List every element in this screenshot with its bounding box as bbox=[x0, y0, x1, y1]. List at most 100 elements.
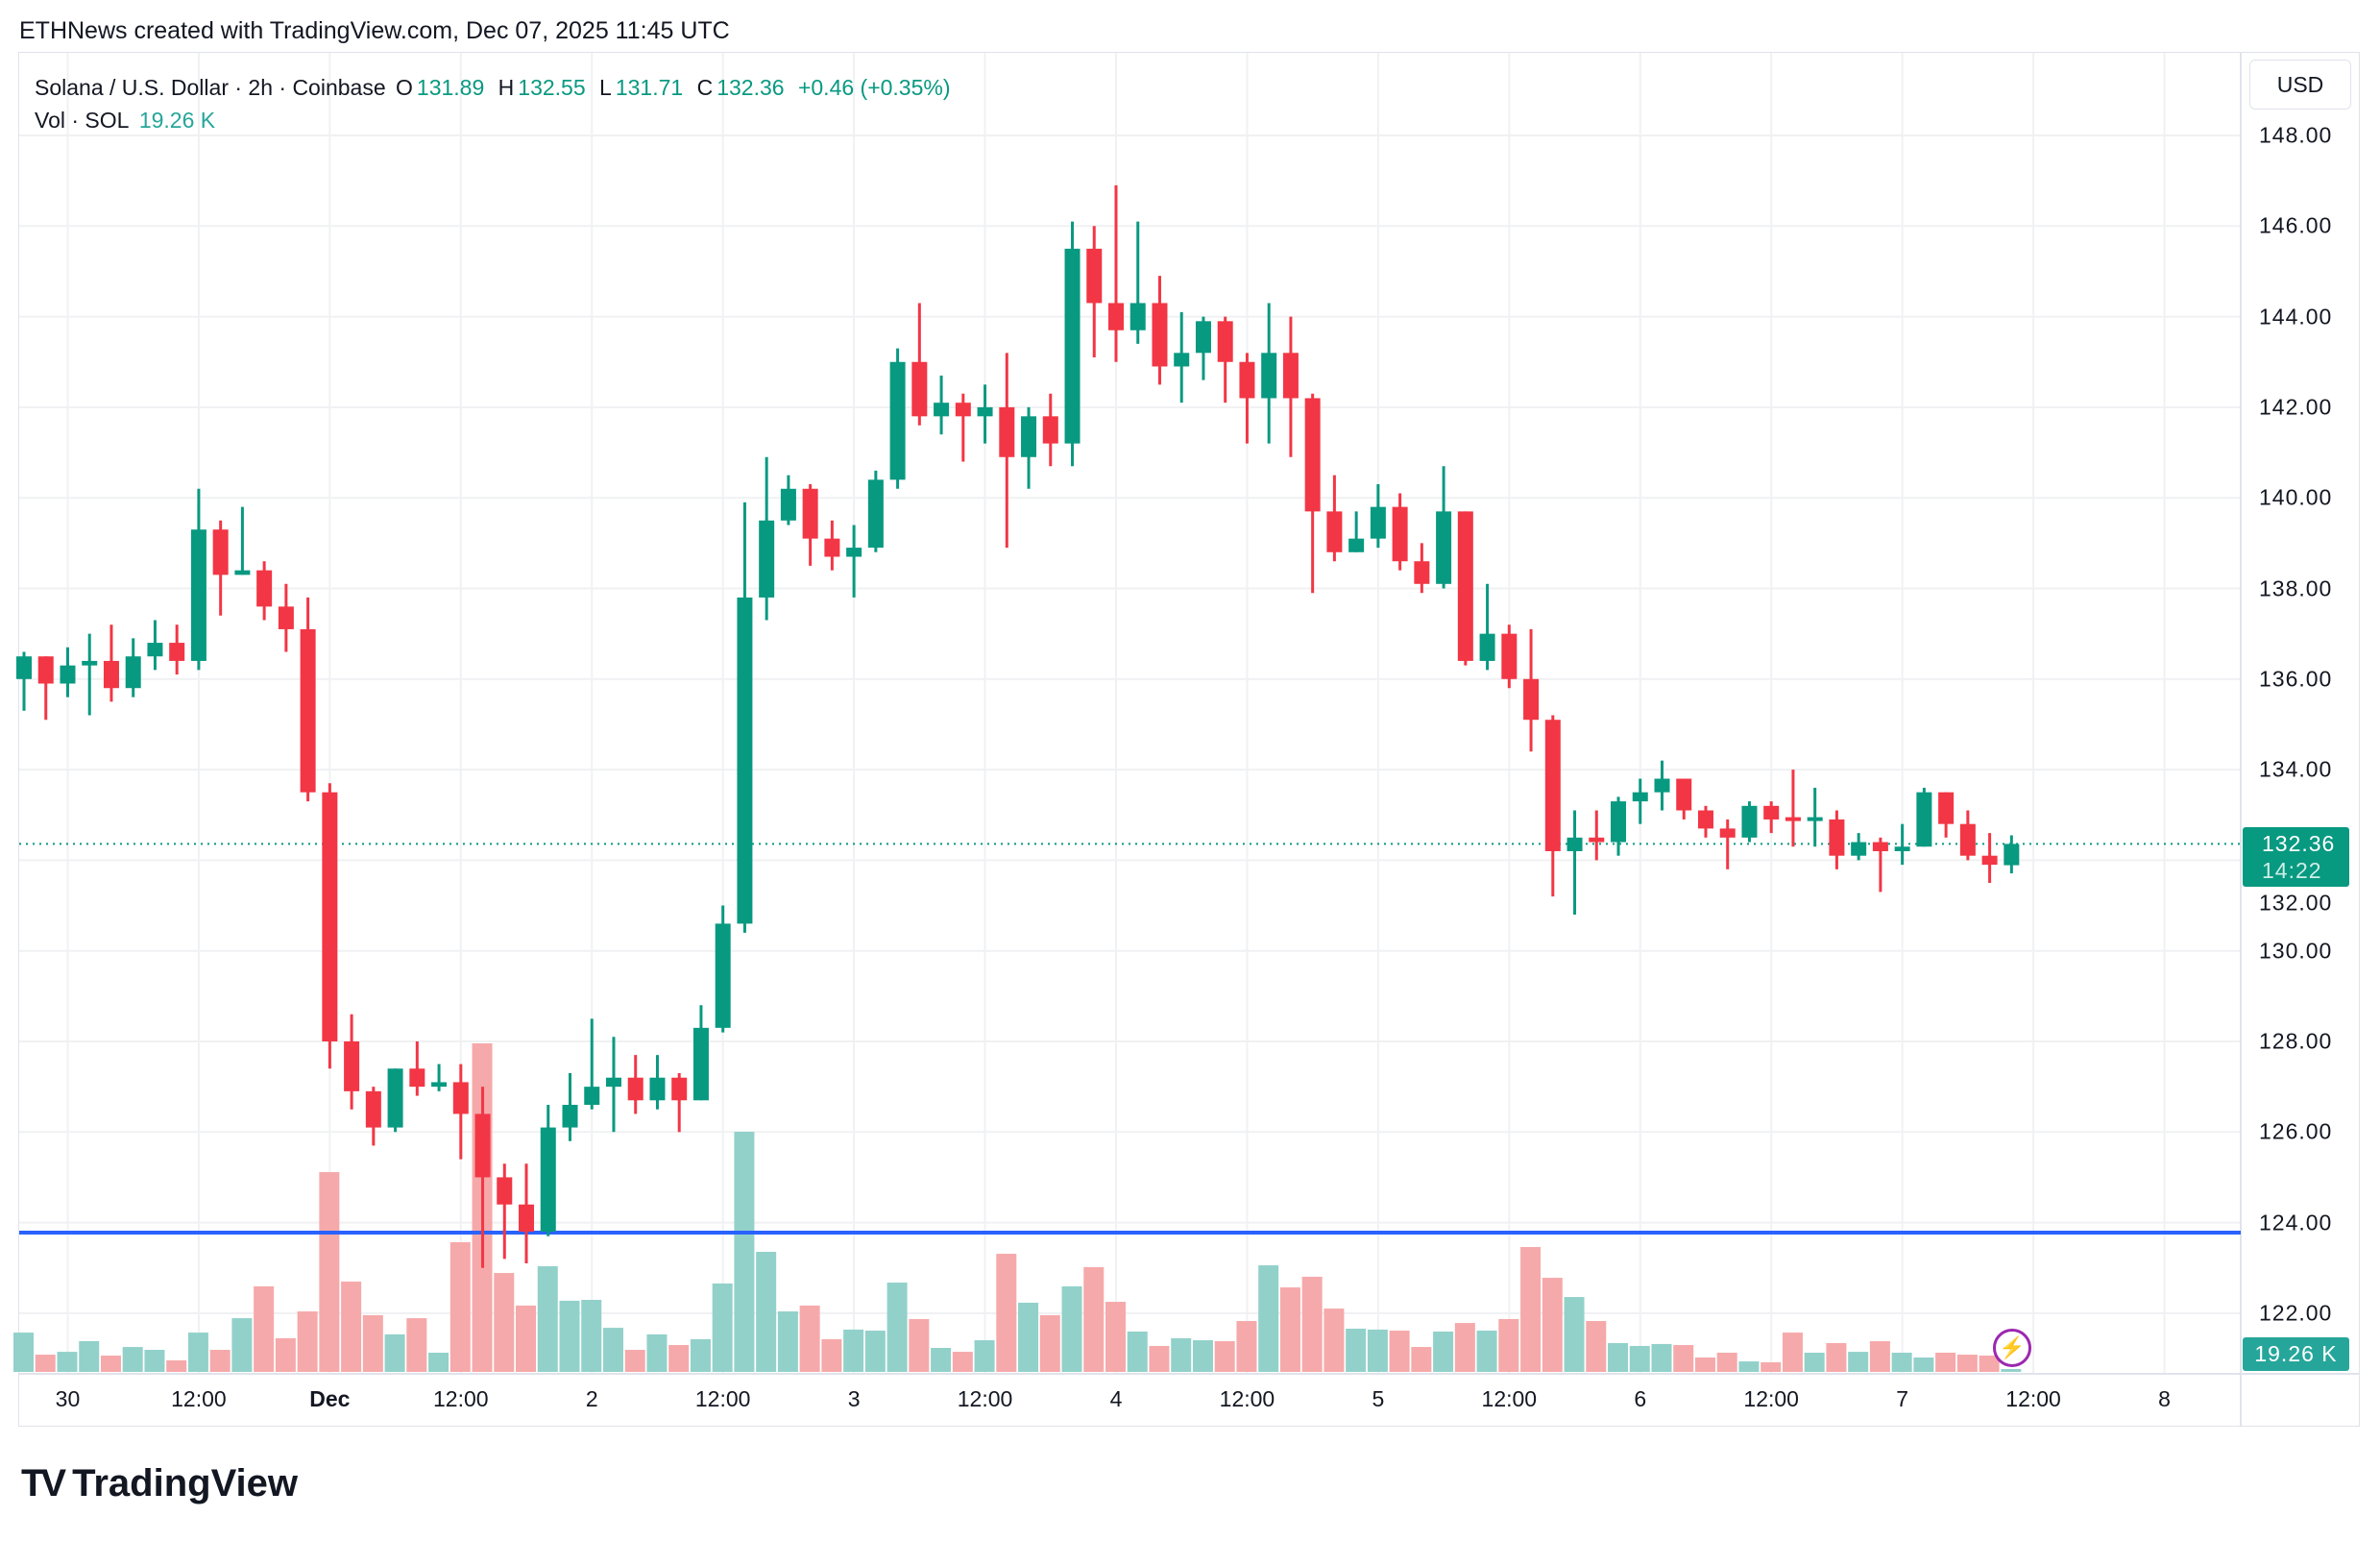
candle-up bbox=[846, 548, 862, 557]
volume-bar bbox=[1716, 1353, 1737, 1372]
time-tick-label: 12:00 bbox=[2005, 1386, 2061, 1411]
volume-bar bbox=[931, 1348, 952, 1372]
tradingview-logo-icon: TV bbox=[21, 1462, 66, 1504]
candle-up bbox=[82, 660, 98, 666]
current-price-label: 132.36 14:22 bbox=[2243, 827, 2349, 887]
price-tick-label: 130.00 bbox=[2259, 938, 2333, 964]
volume-bar bbox=[1083, 1266, 1105, 1372]
candle-up bbox=[540, 1127, 556, 1233]
candle-down bbox=[1589, 837, 1605, 843]
volume-bar bbox=[1629, 1345, 1650, 1372]
price-tick-label: 136.00 bbox=[2259, 666, 2333, 692]
candle-down bbox=[344, 1041, 360, 1091]
volume-bar bbox=[254, 1285, 275, 1372]
candle-up bbox=[234, 570, 251, 575]
volume-bar bbox=[1913, 1358, 1934, 1372]
volume-bar bbox=[1782, 1333, 1803, 1372]
volume-bar bbox=[79, 1340, 100, 1372]
open-value: 131.89 bbox=[416, 75, 485, 100]
candle-down bbox=[300, 628, 316, 793]
candle-up bbox=[1611, 801, 1627, 843]
candle-up bbox=[1174, 353, 1190, 367]
volume-bar bbox=[275, 1338, 296, 1372]
candle-up bbox=[60, 665, 76, 684]
volume-bar bbox=[952, 1352, 973, 1372]
candle-up bbox=[759, 520, 775, 598]
time-tick-label: 12:00 bbox=[1481, 1386, 1538, 1411]
candle-down bbox=[1785, 817, 1801, 821]
candle-up bbox=[16, 656, 32, 679]
volume-bar bbox=[187, 1333, 208, 1372]
volume-bar bbox=[341, 1281, 362, 1372]
volume-bar bbox=[1935, 1353, 1956, 1372]
price-tick-label: 138.00 bbox=[2259, 575, 2333, 600]
chart-credit: ETHNews created with TradingView.com, De… bbox=[19, 17, 730, 44]
candle-down bbox=[212, 529, 229, 575]
volume-bar bbox=[559, 1300, 580, 1372]
volume-bar bbox=[1105, 1302, 1126, 1372]
volume-bar bbox=[1236, 1321, 1257, 1372]
volume-bar bbox=[756, 1252, 777, 1372]
volume-bar bbox=[1258, 1265, 1279, 1372]
volume-bar bbox=[646, 1333, 668, 1372]
volume-bar bbox=[581, 1300, 602, 1372]
time-tick-label: 7 bbox=[1896, 1386, 1909, 1411]
time-tick-label: 4 bbox=[1109, 1386, 1123, 1411]
volume-bar bbox=[144, 1350, 165, 1372]
volume-bar bbox=[734, 1132, 755, 1372]
volume-bar bbox=[1761, 1362, 1782, 1372]
candle-down bbox=[802, 488, 818, 539]
volume-bar bbox=[516, 1305, 537, 1372]
volume-bar bbox=[362, 1314, 383, 1372]
candle-down bbox=[322, 792, 338, 1041]
candle-down bbox=[824, 538, 840, 557]
candle-up bbox=[584, 1087, 600, 1106]
volume-label[interactable]: Vol · SOL bbox=[35, 108, 130, 133]
volume-bar bbox=[1279, 1287, 1300, 1372]
candle-up bbox=[1632, 792, 1648, 802]
candle-up bbox=[889, 361, 906, 480]
price-tick-label: 126.00 bbox=[2259, 1118, 2333, 1144]
volume-bar bbox=[1891, 1353, 1912, 1372]
candle-down bbox=[1217, 321, 1233, 362]
volume-bar bbox=[1869, 1340, 1890, 1372]
candle-down bbox=[1152, 303, 1168, 367]
currency-button[interactable]: USD bbox=[2249, 60, 2351, 110]
candle-down bbox=[627, 1077, 644, 1101]
volume-bar bbox=[1979, 1355, 2000, 1372]
candle-up bbox=[1064, 248, 1081, 444]
price-tick-label: 132.00 bbox=[2259, 890, 2333, 916]
volume-bar bbox=[1498, 1319, 1519, 1372]
lightning-icon[interactable]: ⚡ bbox=[1993, 1329, 2031, 1367]
candle-down bbox=[1938, 792, 1955, 824]
candle-down bbox=[519, 1204, 535, 1233]
volume-bar bbox=[1804, 1353, 1825, 1372]
candle-down bbox=[1763, 805, 1780, 819]
volume-bar bbox=[1520, 1247, 1542, 1372]
volume-bar bbox=[13, 1333, 34, 1372]
volume-bar bbox=[1039, 1314, 1060, 1372]
volume-bar bbox=[996, 1254, 1017, 1372]
candle-up bbox=[431, 1082, 448, 1088]
volume-bar bbox=[57, 1352, 78, 1372]
candle-up bbox=[1436, 511, 1452, 584]
symbol-title[interactable]: Solana / U.S. Dollar · 2h · Coinbase bbox=[35, 75, 386, 100]
tradingview-logo[interactable]: TV TradingView bbox=[21, 1462, 298, 1505]
candle-down bbox=[1872, 842, 1888, 851]
candle-down bbox=[1239, 361, 1255, 399]
volume-bar bbox=[1061, 1285, 1082, 1372]
price-tick-label: 128.00 bbox=[2259, 1028, 2333, 1054]
volume-bar bbox=[1411, 1347, 1432, 1372]
volume-bar bbox=[100, 1355, 121, 1372]
candle-down bbox=[1523, 678, 1540, 721]
volume-bar bbox=[1301, 1276, 1323, 1372]
candle-down bbox=[1086, 248, 1103, 304]
time-tick-label: Dec bbox=[309, 1386, 351, 1411]
open-label: O bbox=[396, 75, 413, 100]
time-tick-label: 6 bbox=[1634, 1386, 1647, 1411]
candle-up bbox=[387, 1068, 403, 1128]
time-tick-label: 12:00 bbox=[433, 1386, 489, 1411]
candle-up bbox=[1894, 846, 1910, 851]
volume-bar bbox=[624, 1350, 645, 1372]
